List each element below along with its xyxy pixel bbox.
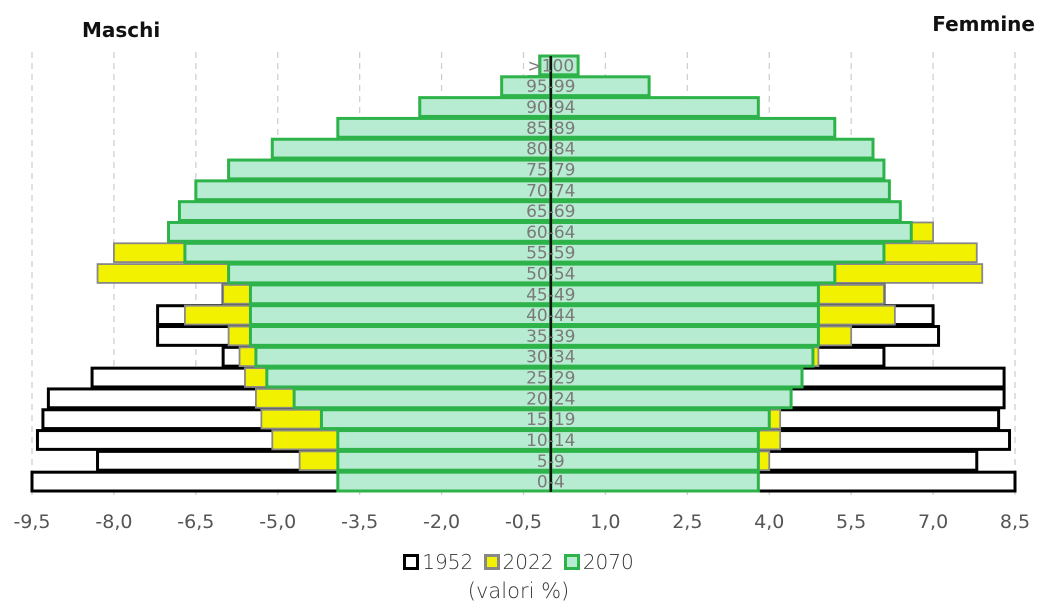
age-label: 55-59 <box>526 244 575 264</box>
bar-male-2070-35-39 <box>248 325 553 347</box>
x-tick-label: 8,5 <box>1000 511 1030 533</box>
bar-female-2070-75-79 <box>549 158 886 181</box>
bar-male-2070-55-59 <box>183 241 553 264</box>
age-label: 0-4 <box>537 473 565 493</box>
legend-label-1952: 1952 <box>422 550 474 574</box>
bar-female-2070-40-44 <box>549 304 820 327</box>
legend-item-2070: 2070 <box>563 550 634 574</box>
age-labels: 0-45-910-1415-1920-2425-2930-3435-3940-4… <box>526 56 575 492</box>
x-tick-label: 7,0 <box>918 511 948 533</box>
bars <box>30 54 1017 493</box>
x-tick-label: -3,5 <box>341 511 378 533</box>
age-label: 75-79 <box>526 160 575 180</box>
bar-female-2070-50-54 <box>549 262 837 285</box>
x-tick-label: 4,0 <box>754 511 784 533</box>
bar-male-2070-25-29 <box>265 366 553 389</box>
x-tick-label: 1,0 <box>590 511 620 533</box>
x-tick-label: -8,0 <box>95 511 132 533</box>
bar-male-2070-20-24 <box>292 387 553 410</box>
bar-male-2070-10-14 <box>336 429 553 451</box>
legend-swatch-2022 <box>483 554 500 570</box>
bar-female-2070-65-69 <box>549 200 902 222</box>
bar-female-2070-45-49 <box>549 283 820 306</box>
females-title: Femmine <box>932 12 1035 36</box>
bar-male-2070-40-44 <box>248 304 553 327</box>
age-label: 45-49 <box>526 285 575 305</box>
unit-note: (valori %) <box>467 579 570 603</box>
x-tick-label: 5,5 <box>836 511 866 533</box>
bar-female-2070-35-39 <box>549 325 820 347</box>
age-label: 25-29 <box>526 369 575 389</box>
legend-swatch-1952 <box>403 554 420 570</box>
legend-swatch-2070 <box>563 554 580 570</box>
legend-label-2022: 2022 <box>502 550 554 574</box>
bar-male-2070-15-19 <box>319 408 553 431</box>
bar-female-2070-90-94 <box>549 96 760 118</box>
age-label: 60-64 <box>526 223 575 243</box>
bar-female-2070-10-14 <box>549 429 760 451</box>
bar-female-2070-85-89 <box>549 116 837 139</box>
age-label: 70-74 <box>526 181 575 201</box>
age-label: 65-69 <box>526 202 575 222</box>
bar-female-2070-25-29 <box>549 366 804 389</box>
age-label: 80-84 <box>526 140 575 160</box>
bar-female-2070-30-34 <box>549 345 815 368</box>
age-label: 10-14 <box>526 431 575 451</box>
x-tick-label: -5,0 <box>259 511 296 533</box>
age-label: 5-9 <box>537 452 565 472</box>
bar-male-2070-85-89 <box>336 116 553 139</box>
legend-item-2022: 2022 <box>483 550 554 574</box>
bar-female-2070-15-19 <box>549 408 771 431</box>
age-label: 40-44 <box>526 306 575 326</box>
bar-female-2070-5-9 <box>549 449 760 472</box>
age-label: 20-24 <box>526 389 575 409</box>
bar-male-2070-5-9 <box>336 449 553 472</box>
x-tick-label: -2,0 <box>423 511 460 533</box>
bar-female-2070-55-59 <box>549 241 886 264</box>
bar-female-2070-0-4 <box>549 470 760 493</box>
age-label: 90-94 <box>526 98 575 118</box>
x-tick-label: 2,5 <box>672 511 702 533</box>
age-label: 15-19 <box>526 410 575 430</box>
bar-male-2070-45-49 <box>248 283 553 306</box>
bar-male-2070-30-34 <box>254 345 553 368</box>
age-label: >100 <box>527 56 574 76</box>
bar-female-2070-20-24 <box>549 387 793 410</box>
age-label: 85-89 <box>526 119 575 139</box>
x-tick-label: -0,5 <box>505 511 542 533</box>
legend: 1952 2022 2070 <box>0 550 1037 575</box>
bar-male-2070-50-54 <box>227 262 553 285</box>
age-label: 35-39 <box>526 327 575 347</box>
bar-male-2070-65-69 <box>177 200 553 222</box>
bar-female-2070-60-64 <box>549 220 913 243</box>
bar-male-2070-0-4 <box>336 470 553 493</box>
bar-male-2070-80-84 <box>270 137 553 160</box>
legend-item-1952: 1952 <box>403 550 473 574</box>
legend-label-2070: 2070 <box>582 550 634 574</box>
bar-female-2070-80-84 <box>549 137 875 160</box>
x-tick-label: -9,5 <box>13 511 50 533</box>
bar-male-2070-70-74 <box>194 179 553 202</box>
bar-male-2070-75-79 <box>227 158 553 181</box>
males-title: Maschi <box>82 18 161 42</box>
age-label: 50-54 <box>526 265 575 285</box>
age-label: 95-99 <box>526 77 575 97</box>
age-label: 30-34 <box>526 348 575 368</box>
bar-male-2070-60-64 <box>167 220 553 243</box>
x-tick-label: -6,5 <box>177 511 214 533</box>
bar-female-2070-70-74 <box>549 179 891 202</box>
x-axis: -9,5 -8,0 -6,5 -5,0 -3,5 -2,0 -0,5 1,0 2,5 4,0 5,5… <box>13 511 1030 533</box>
